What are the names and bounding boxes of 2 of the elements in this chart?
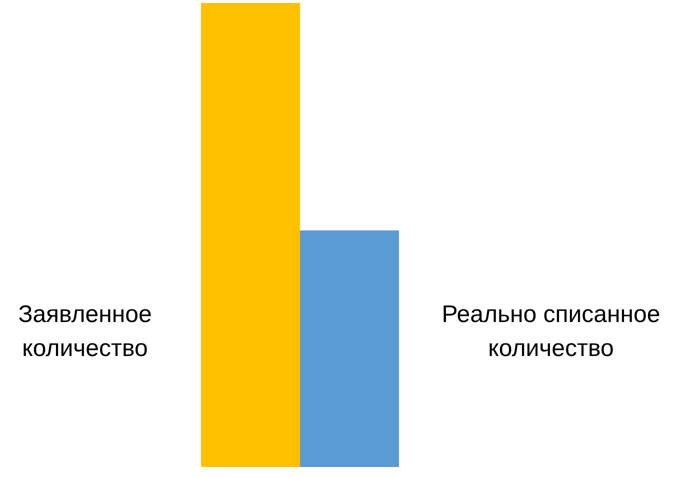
- text: Заявленное количество: [18, 301, 152, 362]
- series-label: Реально списанное количество: [442, 301, 660, 362]
